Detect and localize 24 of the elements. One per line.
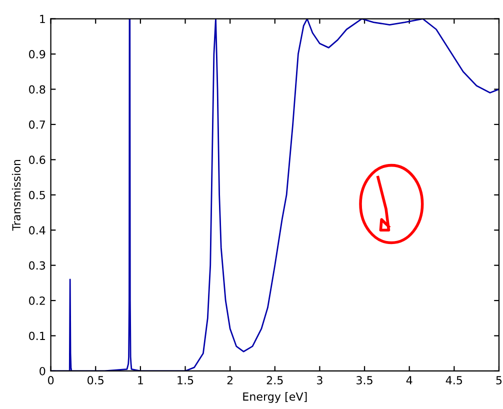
x-tick-label: 2 (227, 376, 232, 384)
y-tick-label: 0.7 (29, 120, 45, 129)
y-axis-title: Transmission (12, 160, 21, 231)
y-tick-label: 1 (40, 14, 45, 24)
y-tick-label: 0.4 (29, 226, 46, 234)
y-tick-label: 0.9 (29, 50, 46, 58)
y-tick-label: 0.2 (29, 296, 45, 305)
y-tick-label: 0 (40, 366, 46, 376)
y-tick-label: 0.1 (29, 332, 45, 340)
x-tick-label: 3 (317, 376, 322, 384)
x-axis-title: Energy [eV] (243, 392, 307, 403)
y-tick-label: 0.8 (29, 85, 46, 94)
x-tick-label: 5 (496, 376, 502, 384)
x-tick-label: 3.5 (356, 376, 372, 384)
x-tick-label: 4.5 (446, 376, 462, 384)
x-tick-label: 4 (406, 376, 412, 384)
x-tick-label: 2.5 (266, 376, 283, 384)
y-tick-label: 0.6 (29, 156, 46, 164)
x-tick-label: 0 (48, 376, 54, 384)
y-tick-label: 0.5 (29, 190, 45, 200)
x-tick-label: 0.5 (88, 376, 104, 384)
x-tick-label: 1.5 (178, 376, 194, 384)
y-tick-label: 0.3 (29, 261, 46, 270)
x-tick-label: 1 (138, 376, 143, 384)
